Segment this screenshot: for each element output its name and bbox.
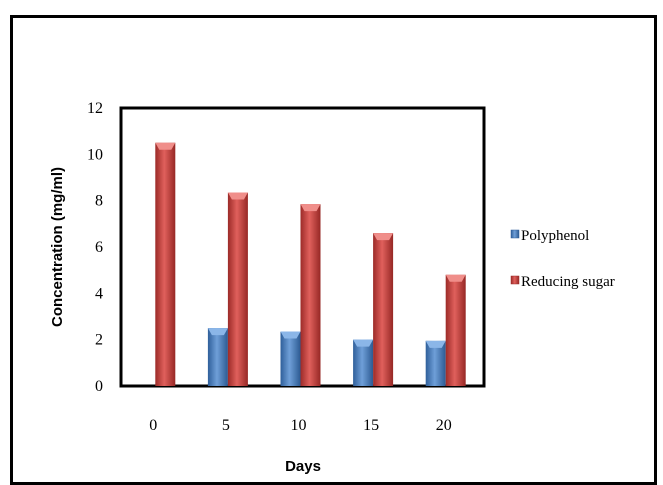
bar-body bbox=[280, 331, 301, 386]
y-axis-title: Concentration (mg/ml) bbox=[49, 167, 66, 327]
bar-body bbox=[155, 142, 176, 386]
x-tick-label: 20 bbox=[436, 417, 452, 434]
bar-polyphenol bbox=[425, 340, 446, 386]
bar-body bbox=[207, 328, 228, 386]
x-tick-label: 0 bbox=[149, 417, 157, 434]
bar-cap bbox=[425, 340, 446, 348]
bar-cap bbox=[353, 339, 374, 347]
y-tick-label: 12 bbox=[87, 100, 103, 117]
bar-cap bbox=[445, 274, 466, 282]
bar-body bbox=[425, 340, 446, 386]
bar-body bbox=[445, 274, 466, 386]
y-tick-label: 2 bbox=[95, 332, 103, 349]
bar-cap bbox=[207, 328, 228, 336]
bar-reducing-sugar bbox=[300, 204, 321, 386]
legend-swatch-reducing-sugar bbox=[510, 275, 520, 285]
legend: Polyphenol Reducing sugar bbox=[510, 228, 615, 290]
bar-cap bbox=[155, 142, 176, 150]
y-tick-label: 0 bbox=[95, 378, 103, 395]
bar-cap bbox=[300, 204, 321, 212]
legend-swatch-polyphenol bbox=[510, 229, 520, 239]
x-axis-ticks: 0 5 10 15 20 bbox=[149, 417, 451, 434]
legend-label-polyphenol: Polyphenol bbox=[521, 228, 589, 244]
y-tick-label: 4 bbox=[95, 285, 103, 302]
bar-cap bbox=[280, 331, 301, 339]
x-tick-label: 10 bbox=[291, 417, 307, 434]
bar-cap bbox=[227, 192, 248, 200]
bar-reducing-sugar bbox=[155, 142, 176, 386]
chart-frame bbox=[10, 15, 657, 485]
x-axis-title: Days bbox=[285, 458, 321, 475]
y-tick-label: 8 bbox=[95, 193, 103, 210]
x-tick-label: 15 bbox=[363, 417, 379, 434]
bar-reducing-sugar bbox=[227, 192, 248, 386]
bar-body bbox=[227, 192, 248, 386]
plot-area bbox=[119, 106, 486, 388]
x-tick-label: 5 bbox=[222, 417, 230, 434]
legend-label-reducing-sugar: Reducing sugar bbox=[521, 274, 615, 290]
bar-cap bbox=[373, 233, 394, 241]
bar-reducing-sugar bbox=[373, 233, 394, 386]
bar-reducing-sugar bbox=[445, 274, 466, 386]
bar-body bbox=[353, 339, 374, 386]
bar-polyphenol bbox=[353, 339, 374, 386]
bar-body bbox=[300, 204, 321, 386]
bar-body bbox=[373, 233, 394, 386]
y-tick-label: 10 bbox=[87, 146, 103, 163]
y-tick-label: 6 bbox=[95, 239, 103, 256]
bar-polyphenol bbox=[280, 331, 301, 386]
y-axis-ticks: 0 2 4 6 8 10 12 bbox=[87, 100, 103, 395]
bar-polyphenol bbox=[207, 328, 228, 386]
